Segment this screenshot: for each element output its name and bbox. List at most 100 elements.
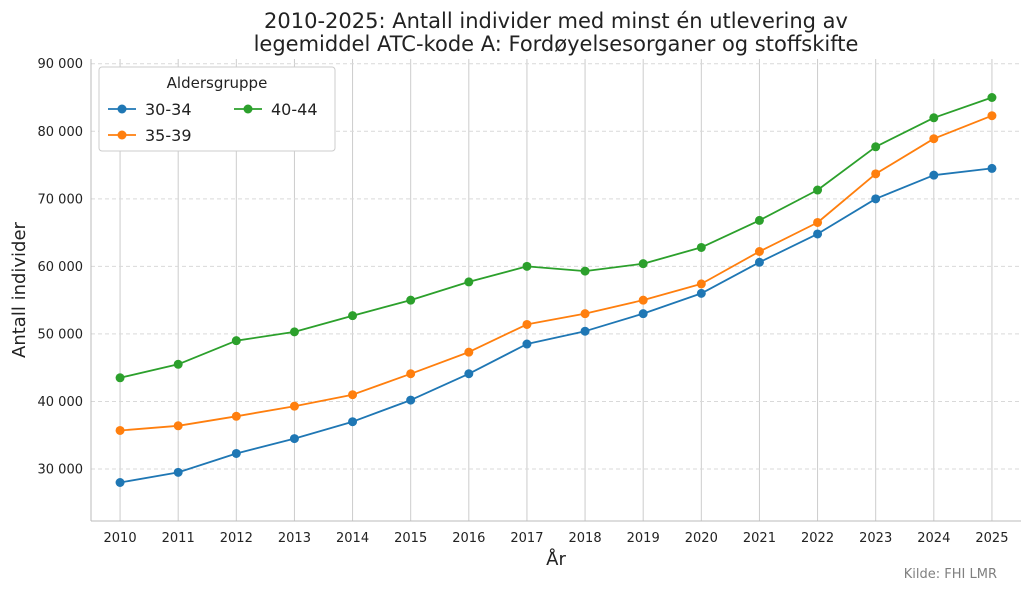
x-tick-2016: 2016 bbox=[452, 531, 485, 546]
x-tick-2010: 2010 bbox=[104, 531, 137, 546]
point-30-34-2018 bbox=[580, 326, 590, 336]
x-tick-labels: 2010 2011 2012 2013 2014 2015 2016 2017 2018 2019… bbox=[104, 531, 1009, 546]
y-axis-label: Antall individer bbox=[9, 221, 30, 358]
legend-box bbox=[98, 66, 336, 152]
series-group bbox=[115, 93, 997, 487]
y-tick-70000: 70 000 bbox=[38, 192, 84, 207]
source-note: Kilde: FHI LMR bbox=[904, 567, 997, 582]
point-40-44-2015 bbox=[406, 295, 416, 305]
y-tick-30000: 30 000 bbox=[38, 462, 84, 477]
point-40-44-2017 bbox=[522, 261, 532, 271]
point-40-44-2013 bbox=[289, 327, 299, 337]
x-tick-2025: 2025 bbox=[975, 531, 1008, 546]
line-35-39 bbox=[120, 114, 993, 432]
legend-marker-30-34 bbox=[117, 104, 127, 114]
grid bbox=[91, 59, 1021, 521]
x-tick-2023: 2023 bbox=[859, 531, 892, 546]
x-tick-2017: 2017 bbox=[510, 531, 543, 546]
point-40-44-2023 bbox=[871, 142, 881, 152]
x-tick-2020: 2020 bbox=[685, 531, 718, 546]
legend-item-40-44: 40-44 bbox=[234, 100, 318, 119]
y-tick-50000: 50 000 bbox=[38, 327, 84, 342]
point-35-39-2014 bbox=[348, 390, 358, 400]
legend-item-35-39: 35-39 bbox=[108, 126, 192, 145]
point-35-39-2011 bbox=[173, 421, 183, 431]
x-tick-2022: 2022 bbox=[801, 531, 834, 546]
point-35-39-2010 bbox=[115, 425, 125, 435]
x-tick-2012: 2012 bbox=[220, 531, 253, 546]
point-35-39-2018 bbox=[580, 309, 590, 319]
point-30-34-2025 bbox=[987, 163, 997, 173]
point-30-34-2023 bbox=[871, 194, 881, 204]
x-tick-2013: 2013 bbox=[278, 531, 311, 546]
chart-title-line-2: legemiddel ATC-kode A: Fordøyelsesorgane… bbox=[254, 32, 859, 56]
point-30-34-2016 bbox=[464, 369, 474, 379]
point-35-39-2022 bbox=[813, 217, 823, 227]
legend-label-40-44: 40-44 bbox=[271, 100, 318, 119]
point-35-39-2017 bbox=[522, 319, 532, 329]
point-30-34-2013 bbox=[289, 434, 299, 444]
x-tick-2024: 2024 bbox=[917, 531, 950, 546]
legend-label-30-34: 30-34 bbox=[145, 100, 192, 119]
x-tick-2011: 2011 bbox=[162, 531, 195, 546]
point-30-34-2020 bbox=[696, 288, 706, 298]
point-30-34-2019 bbox=[638, 309, 648, 319]
point-40-44-2010 bbox=[115, 373, 125, 383]
axes bbox=[90, 59, 1021, 522]
legend-item-30-34: 30-34 bbox=[108, 100, 192, 119]
y-tick-60000: 60 000 bbox=[38, 260, 84, 275]
point-35-39-2019 bbox=[638, 295, 648, 305]
legend-label-35-39: 35-39 bbox=[145, 126, 192, 145]
point-35-39-2020 bbox=[696, 279, 706, 289]
y-tick-labels: 30 000 40 000 50 000 60 000 70 000 80 000 90 0… bbox=[38, 57, 84, 477]
point-30-34-2024 bbox=[929, 170, 939, 180]
point-40-44-2014 bbox=[348, 311, 358, 321]
point-40-44-2018 bbox=[580, 266, 590, 276]
legend-marker-40-44 bbox=[243, 104, 253, 114]
series-40-44 bbox=[115, 93, 997, 383]
point-35-39-2012 bbox=[231, 411, 241, 421]
legend-title: Aldersgruppe bbox=[167, 74, 268, 92]
point-35-39-2025 bbox=[987, 111, 997, 121]
series-30-34 bbox=[115, 163, 997, 487]
x-tick-2018: 2018 bbox=[569, 531, 602, 546]
line-40-44 bbox=[119, 96, 993, 379]
point-35-39-2015 bbox=[406, 369, 416, 379]
point-35-39-2021 bbox=[754, 247, 764, 256]
y-tick-80000: 80 000 bbox=[38, 125, 84, 140]
point-40-44-2024 bbox=[929, 113, 939, 123]
point-30-34-2022 bbox=[813, 229, 823, 239]
x-tick-2019: 2019 bbox=[627, 531, 660, 546]
legend: Aldersgruppe 30-34 35-39 40-44 bbox=[98, 66, 336, 152]
point-40-44-2021 bbox=[754, 215, 764, 225]
point-40-44-2011 bbox=[173, 359, 183, 369]
point-30-34-2012 bbox=[231, 448, 241, 458]
point-30-34-2014 bbox=[348, 417, 358, 427]
point-30-34-2011 bbox=[173, 467, 183, 477]
point-30-34-2015 bbox=[406, 395, 416, 405]
point-35-39-2016 bbox=[464, 347, 474, 357]
point-40-44-2012 bbox=[231, 336, 241, 346]
x-axis-label: År bbox=[546, 548, 566, 570]
x-tick-2015: 2015 bbox=[394, 531, 427, 546]
point-40-44-2019 bbox=[638, 259, 648, 269]
point-30-34-2021 bbox=[754, 257, 764, 267]
point-35-39-2023 bbox=[871, 169, 881, 179]
x-tick-2014: 2014 bbox=[336, 531, 369, 546]
legend-marker-35-39 bbox=[117, 130, 127, 140]
x-tick-2021: 2021 bbox=[743, 531, 776, 546]
series-35-39 bbox=[115, 111, 997, 435]
line-30-34 bbox=[119, 167, 993, 484]
point-40-44-2020 bbox=[696, 242, 706, 252]
point-40-44-2022 bbox=[813, 185, 823, 195]
point-30-34-2017 bbox=[522, 339, 532, 349]
point-30-34-2010 bbox=[115, 478, 125, 487]
chart-title-line-1: 2010-2025: Antall individer med minst én… bbox=[264, 9, 848, 33]
y-tick-40000: 40 000 bbox=[38, 395, 84, 410]
point-40-44-2025 bbox=[987, 93, 997, 102]
y-tick-90000: 90 000 bbox=[38, 57, 84, 72]
point-35-39-2024 bbox=[929, 134, 939, 144]
point-35-39-2013 bbox=[289, 401, 299, 411]
point-40-44-2016 bbox=[464, 277, 474, 287]
